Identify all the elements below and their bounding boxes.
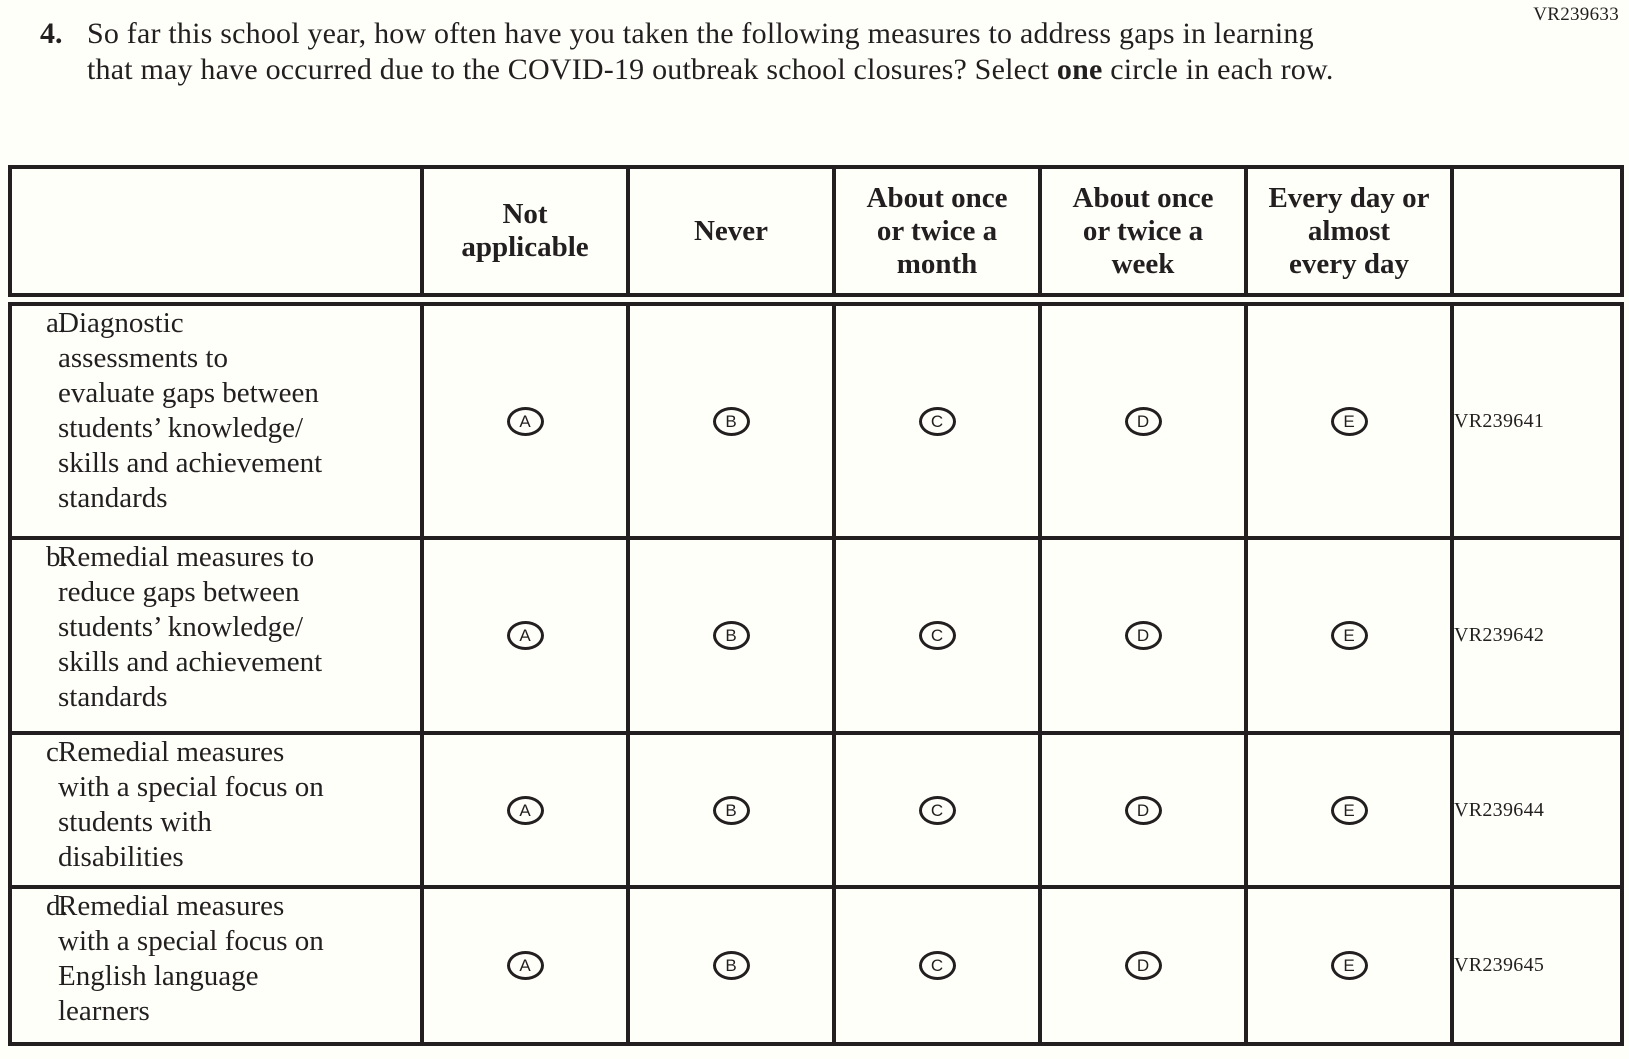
question-number: 4. (40, 17, 63, 50)
row-c-cell-every-day: E (1244, 731, 1454, 889)
header-code-blank (1450, 165, 1624, 306)
row-d-label-cell: d. Remedial measures with a special focu… (8, 885, 424, 1046)
row-a-bubble-A[interactable]: A (506, 406, 544, 436)
row-d-bubble-B[interactable]: B (712, 951, 750, 980)
row-a-label-cell: a. Diagnostic assessments to evaluate ga… (8, 297, 424, 540)
row-d-bubble-E[interactable]: E (1330, 951, 1368, 980)
header-once-twice-week: About once or twice a week (1038, 165, 1248, 306)
row-a-cell-once-twice-month: C (832, 297, 1042, 540)
row-a-cell-every-day: E (1244, 297, 1454, 540)
question-text: So far this school year, how often have … (87, 16, 1345, 88)
row-b-bubble-E[interactable]: E (1330, 621, 1368, 650)
row-b-cell-once-twice-week: D (1038, 536, 1248, 735)
row-a-cell-never: B (626, 297, 836, 540)
question-text-start: So far this school year, how often have … (87, 17, 1314, 86)
row-c-label: Remedial measures with a special focus o… (58, 736, 324, 873)
row-a-label: Diagnostic assessments to evaluate gaps … (58, 307, 323, 514)
row-c-cell-once-twice-week: D (1038, 731, 1248, 889)
table-row-d: d. Remedial measures with a special focu… (8, 885, 1624, 1046)
row-c-bubble-B[interactable]: B (712, 795, 750, 825)
row-c-code: VR239644 (1450, 731, 1624, 889)
table-row-a: a. Diagnostic assessments to evaluate ga… (8, 297, 1624, 540)
row-c-bubble-A[interactable]: A (506, 795, 544, 825)
row-c-bubble-D[interactable]: D (1124, 795, 1162, 825)
row-d-label: Remedial measures with a special focus o… (58, 890, 324, 1027)
row-c-label-cell: c. Remedial measures with a special focu… (8, 731, 424, 889)
row-c-cell-once-twice-month: C (832, 731, 1042, 889)
row-d-bubble-A[interactable]: A (506, 951, 544, 980)
row-b-label: Remedial measures to reduce gaps between… (58, 541, 323, 713)
question-block: 4. So far this school year, how often ha… (40, 16, 1345, 88)
header-never: Never (626, 165, 836, 306)
row-b-bubble-A[interactable]: A (506, 621, 544, 650)
row-a-code: VR239641 (1450, 297, 1624, 540)
row-d-cell-never: B (626, 885, 836, 1046)
row-d-cell-not-applicable: A (420, 885, 630, 1046)
response-grid: Not applicable Never About once or twice… (8, 165, 1624, 1046)
row-a-letter: a. (46, 307, 67, 339)
row-c-letter: c. (46, 736, 67, 768)
table-row-b: b. Remedial measures to reduce gaps betw… (8, 536, 1624, 735)
page-form-code: VR239633 (1533, 4, 1619, 25)
row-b-letter: b. (46, 541, 68, 573)
row-d-cell-every-day: E (1244, 885, 1454, 1046)
row-b-code: VR239642 (1450, 536, 1624, 735)
row-b-cell-not-applicable: A (420, 536, 630, 735)
header-every-day: Every day or almost every day (1244, 165, 1454, 306)
row-d-bubble-D[interactable]: D (1124, 951, 1162, 980)
row-b-bubble-B[interactable]: B (712, 621, 750, 650)
row-b-cell-never: B (626, 536, 836, 735)
row-b-cell-every-day: E (1244, 536, 1454, 735)
question-text-bold: one (1056, 53, 1103, 86)
row-c-cell-never: B (626, 731, 836, 889)
table-row-c: c. Remedial measures with a special focu… (8, 731, 1624, 889)
row-d-bubble-C[interactable]: C (918, 951, 956, 980)
row-b-bubble-C[interactable]: C (918, 621, 956, 650)
row-c-bubble-C[interactable]: C (918, 795, 956, 825)
row-d-cell-once-twice-month: C (832, 885, 1042, 1046)
header-row: Not applicable Never About once or twice… (8, 165, 1624, 306)
row-c-bubble-E[interactable]: E (1330, 795, 1368, 825)
row-d-letter: d. (46, 890, 68, 922)
row-a-cell-not-applicable: A (420, 297, 630, 540)
row-b-label-cell: b. Remedial measures to reduce gaps betw… (8, 536, 424, 735)
row-b-cell-once-twice-month: C (832, 536, 1042, 735)
header-once-twice-month: About once or twice a month (832, 165, 1042, 306)
header-blank (8, 165, 424, 306)
row-a-bubble-B[interactable]: B (712, 406, 750, 436)
question-text-end: circle in each row. (1102, 53, 1334, 86)
row-c-cell-not-applicable: A (420, 731, 630, 889)
row-d-code: VR239645 (1450, 885, 1624, 1046)
row-d-cell-once-twice-week: D (1038, 885, 1248, 1046)
row-a-cell-once-twice-week: D (1038, 297, 1248, 540)
row-a-bubble-D[interactable]: D (1124, 406, 1162, 436)
row-a-bubble-C[interactable]: C (918, 406, 956, 436)
row-b-bubble-D[interactable]: D (1124, 621, 1162, 650)
row-a-bubble-E[interactable]: E (1330, 406, 1368, 436)
header-not-applicable: Not applicable (420, 165, 630, 306)
